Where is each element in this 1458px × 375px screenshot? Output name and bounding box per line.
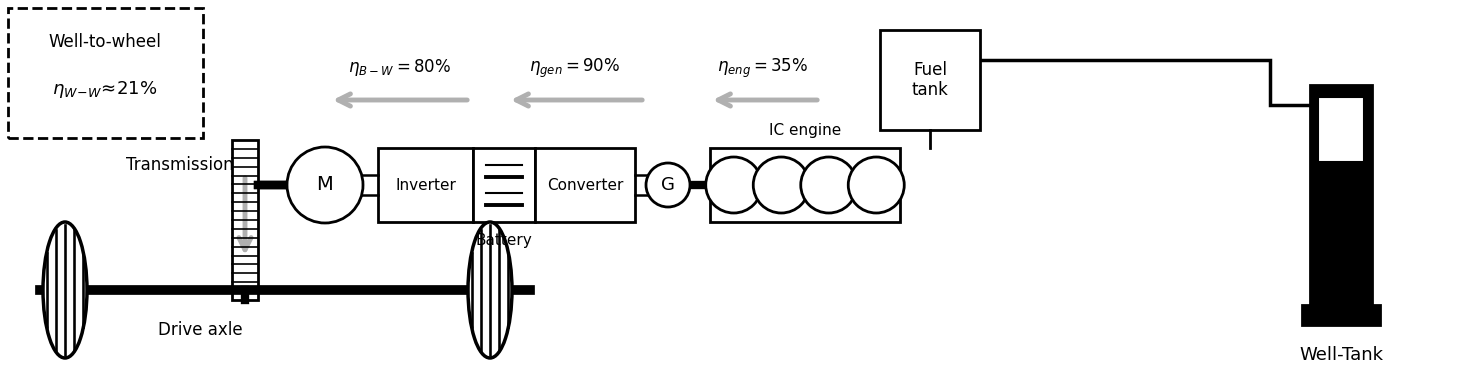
Text: IC engine: IC engine <box>768 123 841 138</box>
Text: Battery: Battery <box>475 232 532 248</box>
Bar <box>1318 97 1365 162</box>
Bar <box>710 148 900 222</box>
Ellipse shape <box>42 222 87 358</box>
Text: Drive axle: Drive axle <box>157 321 242 339</box>
Text: Converter: Converter <box>547 177 623 192</box>
Bar <box>7 8 203 138</box>
Text: G: G <box>660 176 675 194</box>
Text: Fuel
tank: Fuel tank <box>911 61 949 99</box>
Bar <box>535 148 636 222</box>
Text: Inverter: Inverter <box>395 177 456 192</box>
Circle shape <box>287 147 363 223</box>
Bar <box>472 148 535 222</box>
Text: $\eta_{eng}=35\%$: $\eta_{eng}=35\%$ <box>717 56 809 80</box>
Bar <box>378 148 472 222</box>
Text: M: M <box>316 176 334 195</box>
Text: Transmission: Transmission <box>127 156 233 174</box>
Text: $\eta_{W\!-\!W}\!\approx\!21\%$: $\eta_{W\!-\!W}\!\approx\!21\%$ <box>52 80 157 100</box>
Circle shape <box>706 157 761 213</box>
Text: Well-to-wheel: Well-to-wheel <box>48 33 162 51</box>
Text: Well-Tank: Well-Tank <box>1299 346 1384 364</box>
Circle shape <box>849 157 904 213</box>
Bar <box>1302 305 1381 325</box>
Text: $\eta_{gen}=90\%$: $\eta_{gen}=90\%$ <box>529 56 621 80</box>
Ellipse shape <box>468 222 512 358</box>
Circle shape <box>646 163 690 207</box>
Circle shape <box>754 157 809 213</box>
Bar <box>1309 85 1372 305</box>
Circle shape <box>800 157 857 213</box>
Bar <box>232 140 258 300</box>
Text: $\eta_{B-W}=80\%$: $\eta_{B-W}=80\%$ <box>348 57 452 78</box>
Bar <box>881 30 980 130</box>
